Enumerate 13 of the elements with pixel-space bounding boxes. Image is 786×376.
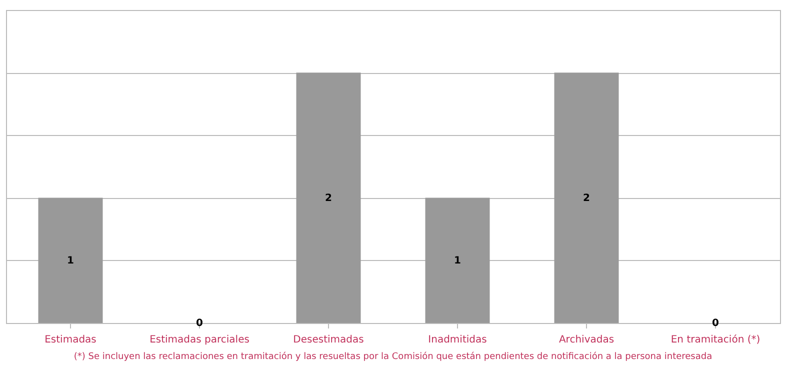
data-label: 0 bbox=[712, 318, 720, 329]
data-label: 1 bbox=[454, 255, 462, 266]
data-label: 2 bbox=[583, 192, 590, 204]
data-label: 0 bbox=[196, 318, 204, 329]
data-label: 1 bbox=[67, 255, 74, 266]
x-tick-label: Desestimadas bbox=[293, 334, 364, 346]
x-tick-label: Estimadas parciales bbox=[150, 334, 250, 346]
text: (*) Se incluyen las reclamaciones en tramitación y las resueltas por la Comisión que están pendientes de notificación a la persona interesada bbox=[72, 352, 714, 362]
x-tick-label: Estimadas bbox=[44, 334, 96, 346]
x-tick-label: Inadmitidas bbox=[428, 334, 487, 346]
data-label: 2 bbox=[325, 192, 332, 204]
x-tick-label: Archivadas bbox=[558, 334, 614, 346]
x-tick-label: En tramitación (*) bbox=[670, 334, 760, 346]
